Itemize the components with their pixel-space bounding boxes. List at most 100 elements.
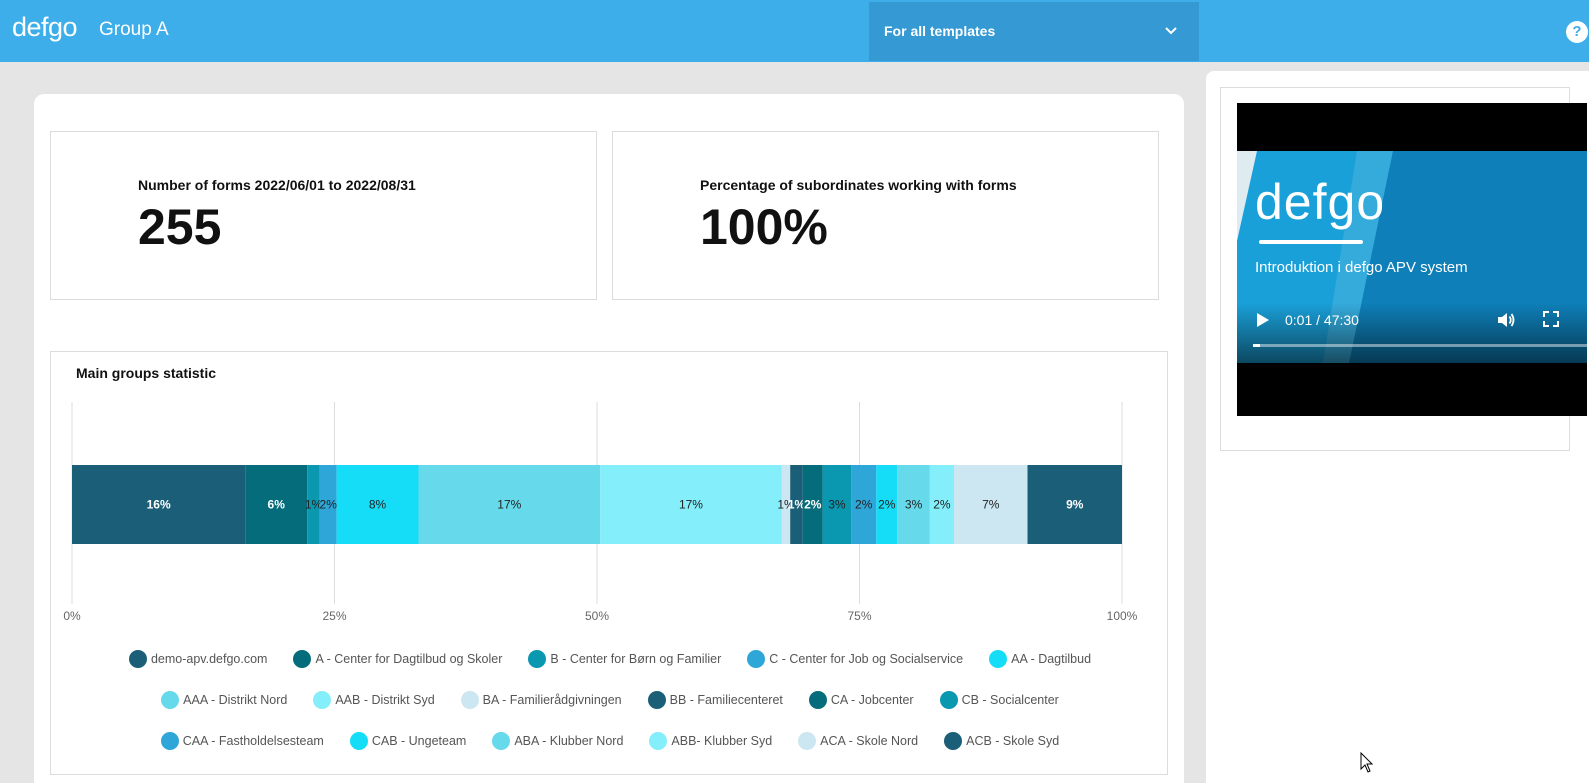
legend-swatch: [460, 691, 479, 709]
bar-data-label: 3%: [828, 498, 846, 512]
bar-segment[interactable]: [418, 465, 601, 544]
legend-swatch: [128, 650, 147, 668]
bar-segment[interactable]: [790, 465, 803, 544]
x-tick-label: 25%: [322, 609, 346, 623]
play-icon[interactable]: [1253, 311, 1271, 329]
group-title: Group A: [99, 19, 169, 40]
bar-data-label: 2%: [804, 498, 822, 512]
video-brand-underline: [1259, 240, 1363, 244]
legend-item[interactable]: ACB - Skole Syd: [944, 732, 1059, 750]
bar-data-label: 2%: [933, 498, 951, 512]
bar-segment[interactable]: [954, 465, 1028, 544]
legend-item[interactable]: ABB- Klubber Syd: [649, 732, 772, 750]
video-brand: defgo: [1255, 174, 1386, 230]
legend-item[interactable]: AAA - Distrikt Nord: [161, 691, 287, 709]
legend-item[interactable]: CAB - Ungeteam: [349, 732, 467, 750]
legend-item[interactable]: demo-apv.defgo.com: [128, 650, 267, 668]
bar-data-label: 3%: [905, 498, 923, 512]
forms-count-value: 255: [138, 199, 222, 255]
legend-label: CAA - Fastholdelsesteam: [182, 734, 324, 748]
legend-swatch: [160, 732, 179, 750]
bar-segment[interactable]: [851, 465, 877, 544]
forms-count-label: Number of forms 2022/06/01 to 2022/08/31: [138, 177, 416, 193]
video-time: 0:01 / 47:30: [1285, 312, 1359, 328]
legend-item[interactable]: CB - Socialcenter: [939, 691, 1059, 709]
bar-segment[interactable]: [822, 465, 852, 544]
legend-item[interactable]: AAB - Distrikt Syd: [313, 691, 435, 709]
legend-swatch: [989, 650, 1008, 668]
legend-label: C - Center for Job og Socialservice: [769, 652, 964, 666]
legend-label: A - Center for Dagtilbud og Skoler: [315, 652, 503, 666]
volume-icon[interactable]: [1496, 310, 1516, 330]
mouse-cursor-icon: [1360, 752, 1374, 773]
bar-data-label: 2%: [855, 498, 873, 512]
bar-segment[interactable]: [72, 465, 246, 544]
bar-segment[interactable]: [307, 465, 320, 544]
stacked-bar-chart: 0% 25% 50% 75% 100%16% 6% 1%2% 8% 17% 17% 1%1%2% 3%…: [63, 402, 1138, 623]
legend-item[interactable]: C - Center for Job og Socialservice: [747, 650, 963, 668]
legend-row: CAA - Fastholdelsesteam CAB - Ungeteam ABA…: [51, 732, 1169, 750]
bar-segment[interactable]: [876, 465, 898, 544]
legend-item[interactable]: B - Center for Børn og Familier: [528, 650, 721, 668]
legend-item[interactable]: ACA - Skole Nord: [798, 732, 918, 750]
subordinates-percentage-label: Percentage of subordinates working with …: [700, 177, 1017, 193]
legend-label: ACA - Skole Nord: [820, 734, 919, 748]
bar-data-label: 2%: [878, 498, 896, 512]
bar-data-label: 17%: [679, 498, 703, 512]
bar-segment[interactable]: [802, 465, 823, 544]
video-subtitle: Introduktion i defgo APV system: [1255, 259, 1468, 276]
bar-segment[interactable]: [897, 465, 930, 544]
legend-label: CAB - Ungeteam: [371, 734, 467, 748]
video-progress-bar[interactable]: [1253, 344, 1587, 347]
legend-swatch: [647, 691, 666, 709]
x-tick-label: 100%: [1107, 609, 1138, 623]
bar-data-label: 1%: [305, 498, 323, 512]
legend-swatch: [798, 732, 817, 750]
x-tick-label: 75%: [847, 609, 871, 623]
main-groups-chart-card: Main groups statistic 0% 25% 50% 75% 100% 16%…: [50, 351, 1168, 775]
bar-segment[interactable]: [929, 465, 954, 544]
legend-label: AAB - Distrikt Syd: [335, 693, 435, 707]
legend-label: CA - Jobcenter: [830, 693, 914, 707]
subordinates-percentage-value: 100%: [700, 199, 828, 255]
template-select[interactable]: For all templates: [869, 2, 1199, 61]
bar-segment[interactable]: [319, 465, 337, 544]
bar-segment[interactable]: [1027, 465, 1123, 544]
intro-video[interactable]: defgo Introduktion i defgo APV system 0:…: [1237, 103, 1587, 416]
bar-segment[interactable]: [245, 465, 308, 544]
bar-data-label: 6%: [268, 498, 286, 512]
bar-data-label: 2%: [320, 498, 338, 512]
legend-label: ACB - Skole Syd: [966, 734, 1060, 748]
legend-swatch: [492, 732, 511, 750]
legend-swatch: [349, 732, 368, 750]
bar-segment[interactable]: [600, 465, 782, 544]
legend-item[interactable]: A - Center for Dagtilbud og Skoler: [293, 650, 502, 668]
legend-swatch: [649, 732, 668, 750]
legend-swatch: [293, 650, 312, 668]
main-panel: Number of forms 2022/06/01 to 2022/08/31…: [34, 94, 1184, 783]
top-header: defgo Group A For all templates ?: [0, 0, 1589, 62]
app-logo[interactable]: defgo: [12, 12, 78, 42]
chevron-down-icon: [1165, 27, 1177, 35]
legend-swatch: [747, 650, 766, 668]
video-card: defgo Introduktion i defgo APV system 0:…: [1220, 87, 1587, 451]
help-icon[interactable]: ?: [1566, 21, 1588, 43]
bar-data-label: 17%: [497, 498, 521, 512]
legend-label: BB - Familiecenteret: [669, 693, 783, 707]
x-tick-label: 0%: [63, 609, 81, 623]
legend-item[interactable]: CA - Jobcenter: [808, 691, 914, 709]
legend-item[interactable]: BB - Familiecenteret: [647, 691, 783, 709]
legend-item[interactable]: ABA - Klubber Nord: [492, 732, 623, 750]
bar-segment[interactable]: [336, 465, 419, 544]
legend-item[interactable]: CAA - Fastholdelsesteam: [160, 732, 324, 750]
fullscreen-icon[interactable]: [1542, 310, 1560, 328]
legend-label: B - Center for Børn og Familier: [550, 652, 722, 666]
legend-item[interactable]: BA - Familierådgivningen: [460, 691, 622, 709]
bar-data-label: 7%: [982, 498, 1000, 512]
legend-item[interactable]: AA - Dagtilbud: [989, 650, 1091, 668]
bar-segment[interactable]: [781, 465, 791, 544]
bar-data-label: 8%: [369, 498, 387, 512]
legend-label: AA - Dagtilbud: [1011, 652, 1092, 666]
bar-data-label: 1%: [788, 498, 806, 512]
bar-data-label: 9%: [1066, 498, 1084, 512]
